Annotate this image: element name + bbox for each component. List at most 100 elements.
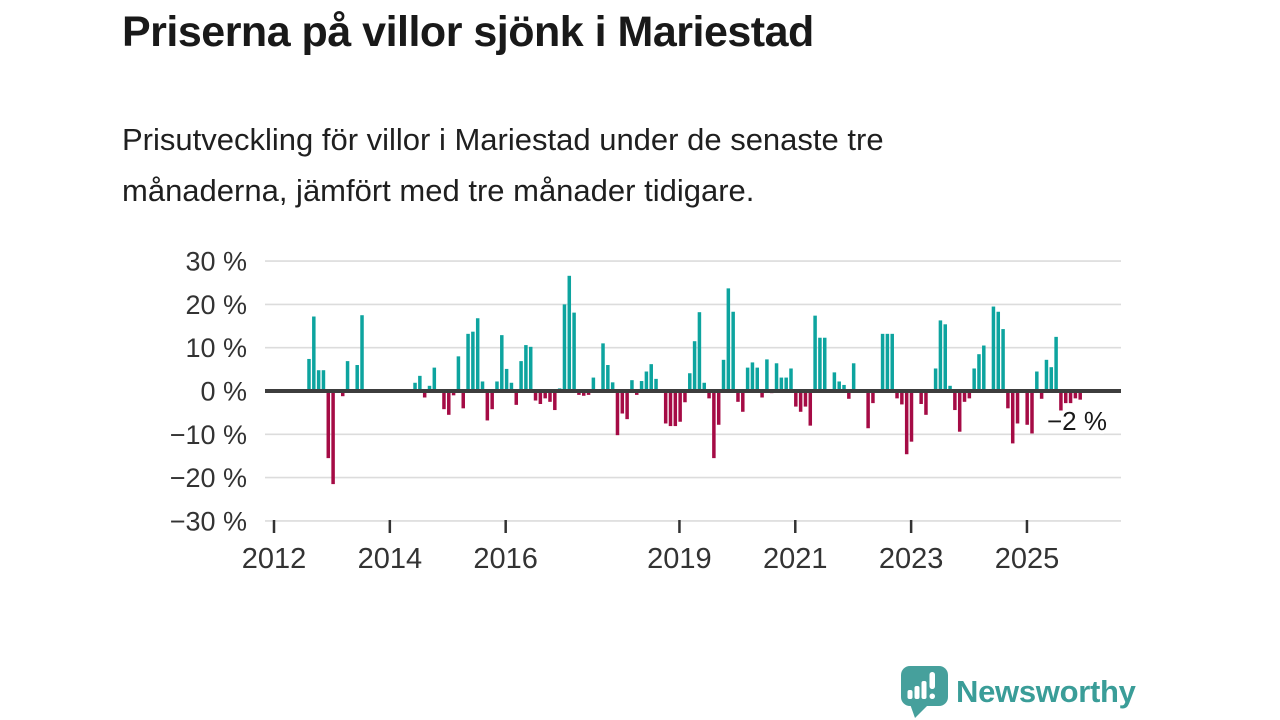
y-axis-tick-label: −20 % — [170, 463, 247, 493]
negative-bar — [803, 391, 808, 407]
bar-chart-speech-bubble-icon — [901, 666, 948, 718]
negative-bar — [538, 391, 543, 404]
negative-bar — [1078, 391, 1082, 400]
positive-bar — [779, 377, 784, 391]
x-axis-tick-label: 2016 — [473, 543, 538, 575]
positive-bar — [692, 341, 697, 391]
negative-bar — [683, 391, 687, 403]
positive-bar — [880, 333, 885, 391]
positive-bar — [813, 315, 817, 391]
y-axis-tick-label: 20 % — [185, 290, 247, 320]
negative-bar — [924, 391, 928, 415]
positive-bar — [418, 375, 422, 391]
positive-bar — [630, 380, 634, 391]
x-axis-tick-label: 2014 — [358, 543, 423, 575]
positive-bar — [982, 345, 986, 391]
negative-bar — [490, 391, 494, 410]
positive-bar — [307, 358, 311, 391]
negative-bar — [625, 391, 629, 420]
positive-bar — [938, 320, 943, 391]
negative-bar — [331, 391, 335, 485]
y-axis-tick-label: 0 % — [200, 377, 247, 407]
positive-bar — [842, 384, 846, 391]
positive-bar — [1035, 371, 1039, 391]
negative-bar — [866, 391, 870, 429]
negative-bar — [808, 391, 813, 426]
positive-bar — [1049, 367, 1054, 391]
negative-bar — [1015, 391, 1020, 424]
negative-bar — [904, 391, 909, 455]
y-axis-tick-label: −30 % — [170, 506, 247, 536]
positive-bar — [943, 324, 947, 391]
negative-bar — [895, 391, 899, 399]
positive-bar — [509, 382, 514, 391]
positive-bar — [765, 359, 769, 391]
positive-bar — [413, 382, 417, 391]
positive-bar — [933, 368, 938, 391]
positive-bar — [822, 337, 827, 391]
negative-bar — [794, 391, 798, 407]
positive-bar — [890, 333, 894, 391]
positive-bar — [321, 370, 326, 391]
negative-bar — [957, 391, 962, 432]
negative-bar — [615, 391, 620, 436]
negative-bar — [798, 391, 803, 412]
negative-bar — [900, 391, 904, 405]
last-value-annotation: −2 % — [1047, 406, 1107, 436]
positive-bar — [654, 378, 658, 391]
negative-bar — [543, 391, 547, 399]
positive-bar — [837, 381, 841, 391]
positive-bar — [316, 370, 321, 391]
negative-bar — [760, 391, 764, 398]
x-axis-tick-label: 2021 — [763, 543, 828, 575]
negative-bar — [871, 391, 875, 404]
chart-title: Priserna på villor sjönk i Mariestad — [122, 8, 814, 56]
positive-bar — [789, 368, 793, 391]
negative-bar — [326, 391, 331, 459]
positive-bar — [466, 333, 470, 391]
positive-bar — [572, 312, 576, 391]
logo-bubble — [901, 666, 948, 718]
positive-bar — [355, 365, 359, 391]
positive-bar — [649, 364, 653, 391]
x-axis-tick-label: 2025 — [995, 543, 1060, 575]
negative-bar — [673, 391, 678, 427]
positive-bar — [755, 367, 760, 391]
positive-bar — [562, 304, 567, 391]
negative-bar — [461, 391, 465, 409]
positive-bar — [471, 331, 475, 391]
positive-bar — [972, 368, 976, 391]
positive-bar — [948, 385, 952, 391]
negative-bar — [1063, 391, 1068, 404]
positive-bar — [745, 367, 750, 391]
positive-bar — [528, 346, 533, 391]
positive-bar — [495, 381, 499, 391]
negative-bar — [553, 391, 557, 411]
negative-bar — [581, 391, 586, 396]
negative-bar — [1010, 391, 1015, 444]
positive-bar — [697, 312, 702, 391]
negative-bar — [1039, 391, 1044, 399]
positive-bar — [750, 362, 755, 391]
y-axis-tick-label: 30 % — [185, 247, 247, 277]
newsworthy-logo: Newsworthy — [898, 662, 1168, 720]
positive-bar — [480, 381, 485, 391]
positive-bar — [427, 385, 432, 391]
positive-bar — [991, 306, 996, 391]
positive-bar — [524, 345, 528, 391]
negative-bar — [712, 391, 716, 459]
negative-bar — [663, 391, 668, 424]
negative-bar — [485, 391, 490, 421]
negative-bar — [1059, 391, 1063, 411]
positive-bar — [784, 377, 788, 391]
positive-bar — [818, 337, 822, 391]
negative-bar — [548, 391, 552, 402]
negative-bar — [909, 391, 914, 442]
y-axis-tick-label: 10 % — [185, 333, 247, 363]
positive-bar — [996, 311, 1001, 391]
positive-bar — [345, 361, 350, 391]
x-axis-tick-label: 2019 — [647, 543, 712, 575]
negative-bar — [442, 391, 446, 410]
negative-bar — [1025, 391, 1029, 425]
negative-bar — [1006, 391, 1010, 409]
